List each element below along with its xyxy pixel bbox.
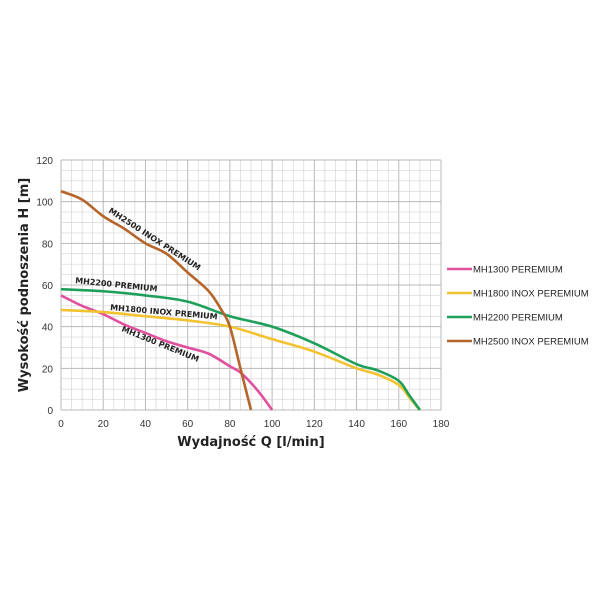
series-lines <box>60 190 421 411</box>
series-line-mh2200 <box>60 287 421 411</box>
legend-label: MH1300 PEREMIUM <box>473 265 563 276</box>
x-tick-label: 180 <box>433 419 450 430</box>
x-tick-label: 40 <box>140 419 152 430</box>
y-tick-label: 40 <box>42 323 54 334</box>
x-tick-label: 60 <box>182 419 194 430</box>
x-tick-label: 120 <box>306 419 323 430</box>
x-tick-label: 160 <box>390 419 407 430</box>
y-tick-label: 100 <box>36 198 53 209</box>
legend-label: MH2200 PEREMIUM <box>473 313 563 324</box>
x-tick-label: 0 <box>58 419 64 430</box>
series-line-mh1800 <box>60 308 421 411</box>
y-tick-label: 80 <box>42 239 54 250</box>
grid <box>60 159 442 411</box>
x-axis-label: Wydajność Q [l/min] <box>177 435 324 450</box>
y-tick-label: 20 <box>42 364 54 375</box>
x-tick-label: 140 <box>348 419 365 430</box>
x-tick-label: 80 <box>224 419 236 430</box>
x-tick-label: 100 <box>264 419 281 430</box>
y-tick-label: 120 <box>36 156 53 167</box>
series-line-mh1300 <box>60 294 274 411</box>
legend-label: MH2500 INOX PEREMIUM <box>473 337 589 348</box>
series-line-mh2500 <box>60 190 253 411</box>
y-tick-label: 60 <box>42 281 54 292</box>
y-axis-label: Wysokość podnoszenia H [m] <box>17 178 32 392</box>
x-tick-label: 20 <box>98 419 110 430</box>
y-tick-label: 0 <box>47 406 53 417</box>
axis-ticks: 0 20 40 60 80 100 120 140 160 180 0 20 40 60 80 100 120 <box>36 156 449 430</box>
legend-label: MH1800 INOX PEREMIUM <box>473 289 589 300</box>
legend: MH1300 PEREMIUM MH1800 INOX PEREMIUM MH220… <box>447 265 589 348</box>
